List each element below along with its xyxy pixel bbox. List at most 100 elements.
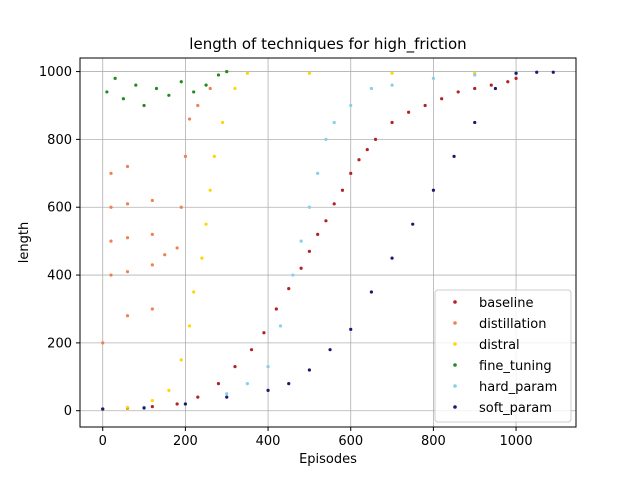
point-soft_param [431, 188, 435, 192]
point-baseline [489, 83, 493, 87]
point-hard_param [278, 324, 283, 328]
legend-marker-hard_param [453, 384, 457, 388]
point-baseline [316, 232, 320, 236]
point-baseline [287, 287, 291, 291]
point-hard_param [225, 392, 229, 396]
point-hard_param [266, 365, 270, 369]
point-distillation [101, 341, 105, 345]
y-tick-label: 800 [47, 133, 72, 148]
point-distillation [208, 86, 212, 91]
point-baseline [373, 137, 378, 141]
legend-label-fine_tuning: fine_tuning [479, 359, 552, 374]
x-tick-label: 400 [256, 434, 281, 449]
point-fine_tuning [192, 90, 196, 94]
point-baseline [196, 395, 200, 399]
point-hard_param [291, 273, 295, 277]
point-soft_param [101, 407, 105, 411]
point-hard_param [299, 239, 303, 243]
point-soft_param [349, 327, 353, 331]
legend-box [434, 289, 572, 423]
y-tick-label: 600 [47, 201, 72, 216]
x-tick-label: 800 [421, 434, 446, 449]
point-soft_param [183, 402, 187, 406]
point-hard_param [369, 86, 373, 91]
legend-label-hard_param: hard_param [479, 380, 557, 395]
point-fine_tuning [179, 80, 183, 84]
point-soft_param [266, 388, 270, 392]
y-axis-ticks: 0 200 400 600 800 1000 [39, 65, 80, 419]
point-hard_param [324, 137, 328, 141]
x-axis-ticks: 0 200 400 600 800 1000 [99, 427, 533, 449]
legend-marker-distral [453, 342, 457, 346]
point-baseline [456, 90, 460, 94]
point-baseline [440, 97, 444, 101]
point-fine_tuning [216, 73, 221, 77]
series-hard_param [101, 71, 518, 411]
point-distillation [125, 314, 130, 318]
point-distral [200, 256, 204, 260]
point-hard_param [431, 76, 435, 80]
point-fine_tuning [121, 97, 125, 101]
point-soft_param [225, 395, 229, 399]
point-soft_param [287, 381, 291, 386]
point-distillation [163, 253, 167, 257]
x-tick-label: 600 [338, 434, 363, 449]
y-tick-label: 200 [47, 336, 72, 351]
point-baseline [473, 86, 477, 91]
point-baseline [514, 76, 518, 80]
point-distral [212, 154, 216, 158]
point-hard_param [307, 205, 311, 209]
point-baseline [340, 188, 345, 192]
series-fine_tuning [105, 69, 229, 108]
point-distillation [125, 236, 130, 240]
point-distral [150, 398, 154, 403]
point-baseline [274, 307, 278, 311]
point-hard_param [390, 83, 394, 87]
y-tick-label: 400 [47, 269, 72, 284]
point-baseline [357, 158, 361, 162]
point-distillation [150, 307, 154, 311]
y-axis-label: length [17, 222, 32, 263]
point-distillation [125, 270, 130, 274]
point-fine_tuning [142, 103, 146, 108]
point-soft_param [390, 256, 394, 260]
x-tick-label: 0 [99, 434, 107, 449]
x-tick-label: 1000 [500, 434, 533, 449]
point-fine_tuning [105, 90, 109, 94]
point-soft_param [514, 71, 518, 75]
point-fine_tuning [134, 83, 138, 87]
point-baseline [390, 120, 394, 125]
point-soft_param [493, 86, 497, 91]
point-hard_param [332, 120, 336, 125]
point-hard_param [245, 381, 249, 386]
point-distillation [150, 198, 154, 203]
point-baseline [233, 365, 237, 369]
point-baseline [506, 80, 510, 84]
point-distral [307, 71, 311, 75]
point-baseline [262, 331, 266, 335]
point-baseline [332, 202, 336, 206]
point-distral [208, 188, 212, 192]
point-distral [167, 388, 171, 392]
point-soft_param [535, 70, 539, 74]
point-distillation [150, 263, 154, 267]
point-distral [192, 290, 196, 294]
point-soft_param [551, 70, 555, 74]
point-hard_param [473, 73, 477, 77]
point-distral [125, 405, 130, 409]
point-soft_param [328, 348, 332, 352]
point-baseline [216, 381, 221, 386]
point-distral [390, 71, 394, 75]
point-fine_tuning [204, 83, 208, 87]
point-baseline [423, 103, 427, 108]
point-soft_param [307, 368, 311, 372]
point-soft_param [411, 222, 415, 226]
point-distral [221, 120, 225, 125]
point-distral [179, 358, 183, 362]
legend-label-soft_param: soft_param [479, 401, 552, 416]
point-distillation [125, 202, 130, 206]
legend-marker-baseline [453, 300, 457, 304]
legend-label-baseline: baseline [479, 296, 533, 311]
point-soft_param [369, 290, 373, 294]
